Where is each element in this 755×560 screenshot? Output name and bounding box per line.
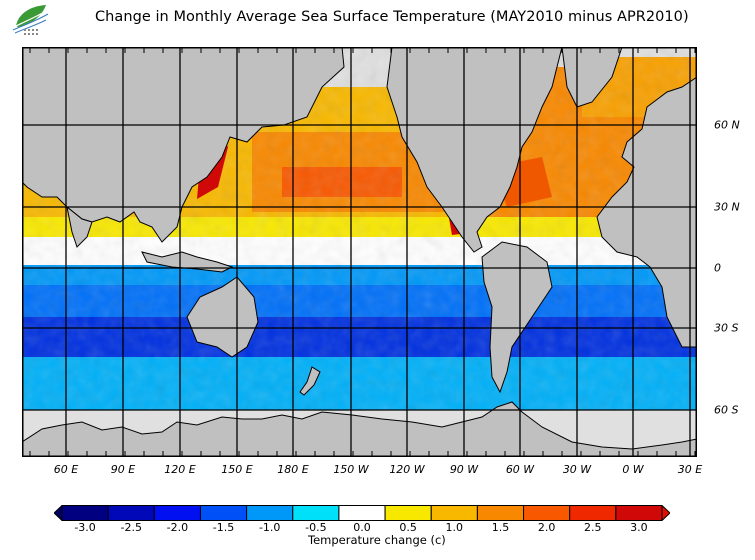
longitude-label: 120 W xyxy=(389,463,425,476)
longitude-label: 90 W xyxy=(449,463,479,476)
longitude-label: 180 E xyxy=(277,463,309,476)
longitude-label: 90 E xyxy=(110,463,136,476)
australia-land xyxy=(186,276,259,358)
leaf-wave-logo-icon xyxy=(12,5,49,35)
longitude-label: 60 W xyxy=(505,463,535,476)
colorbar-segment xyxy=(569,505,617,521)
colorbar-label: Temperature change (c) xyxy=(308,533,446,547)
colorbar-tick-label: 1.5 xyxy=(491,521,510,534)
colorbar-tick-label: -0.5 xyxy=(305,521,327,534)
colorbar-segment xyxy=(476,505,525,521)
north-america-land xyxy=(386,47,563,253)
sst-change-map xyxy=(22,47,697,457)
latitude-label: 60 S xyxy=(714,403,739,417)
colorbar-segment xyxy=(384,505,432,521)
colorbar-over-arrow xyxy=(661,505,670,521)
colorbar-tick-label: 2.0 xyxy=(537,521,556,534)
longitude-label: 120 E xyxy=(164,463,196,476)
graticule xyxy=(22,47,697,457)
latitude-label: 60 N xyxy=(714,118,740,132)
longitude-label: 30 E xyxy=(677,463,703,476)
colorbar-tick-label: -1.5 xyxy=(212,521,235,534)
longitude-label: 60 E xyxy=(53,463,79,476)
colorbar-tick-label: -1.0 xyxy=(258,521,281,534)
colorbar-under-arrow xyxy=(54,505,63,521)
colorbar-tick-label: -3.0 xyxy=(74,521,96,534)
indonesia-land xyxy=(141,251,234,273)
chart-title: Change in Monthly Average Sea Surface Te… xyxy=(95,9,689,25)
colorbar-tick-label: 3.0 xyxy=(630,521,648,534)
india-land xyxy=(66,205,93,248)
longitude-label: 30 W xyxy=(562,463,592,476)
longitude-label: 150 W xyxy=(333,463,369,476)
longitude-label: 0 W xyxy=(622,463,644,476)
colorbar-tick-label: 0.0 xyxy=(353,521,371,534)
agency-logo xyxy=(10,2,50,36)
colorbar-segment xyxy=(338,505,386,521)
antarctica-land xyxy=(22,401,697,457)
colorbar-segment xyxy=(430,505,478,521)
colorbar-segment xyxy=(292,505,340,521)
colorbar-segment xyxy=(523,505,571,521)
latitude-label: 0 xyxy=(714,261,721,275)
colorbar xyxy=(54,505,670,521)
south-america-land xyxy=(481,241,553,394)
colorbar-segment xyxy=(153,505,201,521)
colorbar-segment xyxy=(199,505,248,521)
colorbar-tick-label: -2.5 xyxy=(120,521,142,534)
longitude-label: 150 E xyxy=(221,463,253,476)
map-frame xyxy=(22,47,697,457)
colorbar-tick-label: 1.0 xyxy=(445,521,464,534)
new-zealand-land xyxy=(299,366,321,396)
colorbar-tick-label: 0.5 xyxy=(399,521,417,534)
colorbar-tick-label: -2.0 xyxy=(166,521,189,534)
colorbar-tick-label: 2.5 xyxy=(584,521,602,534)
colorbar-segment xyxy=(246,505,294,521)
latitude-label: 30 S xyxy=(714,321,739,335)
europe-africa-land xyxy=(596,47,697,348)
map-canvas xyxy=(22,47,697,457)
latitude-label: 30 N xyxy=(714,200,740,214)
land-masses xyxy=(22,47,697,457)
eurasia-land xyxy=(22,47,345,243)
colorbar-segment xyxy=(107,505,155,521)
colorbar-segment xyxy=(61,505,109,521)
colorbar-segment xyxy=(615,505,663,521)
